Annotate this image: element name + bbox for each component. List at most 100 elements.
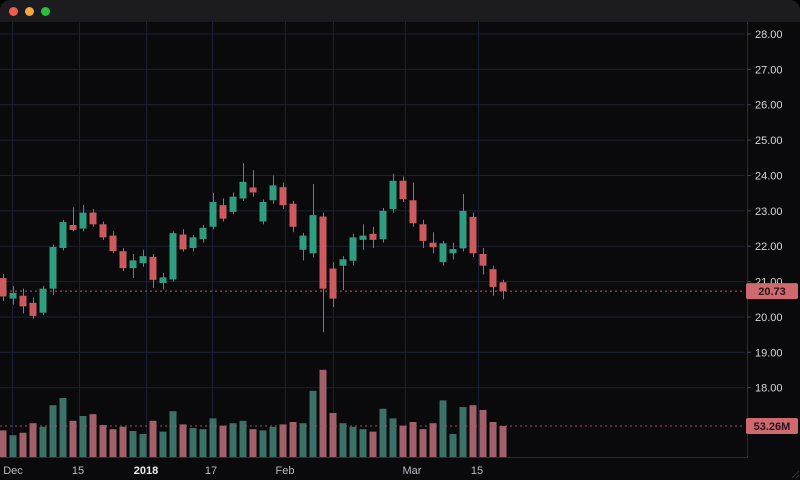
resize-grip-line[interactable] (795, 474, 800, 479)
volume-bar (89, 414, 97, 458)
volume-bar (119, 426, 127, 458)
candle-body (59, 222, 67, 248)
candle-body (199, 227, 207, 240)
volume-bar (379, 408, 387, 458)
candle-body (119, 251, 127, 269)
candle-body (459, 210, 467, 249)
candle-body (149, 256, 157, 280)
time-tick-label: Dec (3, 465, 23, 477)
candle-body (49, 246, 57, 289)
volume-bar (229, 423, 237, 458)
volume-bar (259, 430, 267, 458)
volume-bar (309, 390, 317, 458)
last-price-tag: 20.73 (746, 283, 798, 300)
candle-body (29, 302, 37, 316)
volume-bar (69, 420, 77, 458)
price-tick-label: 20.00 (755, 312, 783, 324)
candle-body (259, 202, 267, 222)
candle-body (359, 235, 367, 240)
volume-bar (99, 425, 107, 458)
candle-body (249, 187, 257, 193)
price-tick-label: 22.00 (755, 241, 783, 253)
candle-body (229, 196, 237, 212)
candle-body (499, 282, 507, 292)
volume-bar (489, 422, 497, 458)
candle-body (179, 234, 187, 250)
time-tick-label: Mar (403, 465, 422, 477)
time-axis-labels[interactable]: Dec 15 2018 17 Feb Mar 15 (3, 465, 483, 477)
candle-body (389, 180, 397, 210)
volume-bar (79, 416, 87, 458)
candle-body (439, 243, 447, 263)
candle-body (219, 205, 227, 219)
traffic-lights (9, 6, 50, 16)
volume-bar (249, 429, 257, 458)
volume-bar (399, 425, 407, 458)
volume-bar (269, 426, 277, 458)
price-axis-labels[interactable]: 28.0027.0026.0025.0024.0023.0022.0021.00… (747, 29, 783, 395)
candles-layer (0, 163, 507, 333)
candle-body (429, 242, 437, 248)
candle-body (69, 224, 77, 230)
time-tick-label: 17 (205, 465, 217, 477)
candle-body (329, 268, 337, 299)
volume-bar (179, 424, 187, 458)
time-tick-label: Feb (276, 465, 295, 477)
candle-body (79, 212, 87, 229)
candle-body (139, 256, 147, 264)
candle-body (169, 233, 177, 280)
candle-body (0, 278, 7, 297)
axis-borders (0, 22, 748, 458)
volume-bar (199, 429, 207, 458)
price-tick-label: 23.00 (755, 206, 783, 218)
candle-body (339, 259, 347, 266)
volume-bar (299, 423, 307, 458)
last-volume-tag: 53.26M (746, 418, 798, 435)
price-tick-label: 27.00 (755, 64, 783, 76)
time-tick-label: 15 (471, 465, 483, 477)
volume-bar (19, 432, 27, 458)
candle-body (299, 235, 307, 250)
last-volume-tag-label: 53.26M (754, 421, 791, 433)
candle-body (479, 254, 487, 266)
volume-bar (39, 426, 47, 458)
volume-bar (359, 429, 367, 458)
volume-bar (429, 423, 437, 458)
candle-body (39, 288, 47, 313)
candle-body (289, 203, 297, 227)
grid-layer (0, 22, 745, 457)
minimize-button[interactable] (25, 6, 34, 16)
volume-bar (389, 418, 397, 458)
candle-body (129, 260, 137, 269)
window-titlebar[interactable] (0, 0, 800, 22)
volume-bar (109, 429, 117, 458)
candle-body (189, 237, 197, 248)
volume-bar (479, 410, 487, 458)
resize-grip[interactable] (791, 470, 800, 479)
last-volume-tag-box (746, 418, 798, 435)
tracking-lines (0, 290, 745, 427)
volume-bar (59, 398, 67, 458)
last-price-tag-box (746, 283, 798, 300)
close-button[interactable] (9, 6, 18, 16)
volume-bar (439, 400, 447, 458)
candle-body (99, 224, 107, 238)
candle-body (489, 269, 497, 287)
time-tick-label: 2018 (134, 465, 158, 477)
zoom-button[interactable] (41, 6, 50, 16)
candle-body (409, 200, 417, 224)
volume-bar (279, 424, 287, 458)
resize-grip-line[interactable] (791, 470, 800, 479)
candle-body (159, 277, 167, 284)
candle-body (399, 180, 407, 200)
candle-body (469, 216, 477, 254)
candle-body (419, 224, 427, 241)
volume-bar (189, 428, 197, 458)
volume-bar (209, 418, 217, 458)
volume-bar (129, 431, 137, 458)
volume-bar (319, 369, 327, 458)
volume-bar (289, 422, 297, 458)
candle-body (379, 210, 387, 240)
